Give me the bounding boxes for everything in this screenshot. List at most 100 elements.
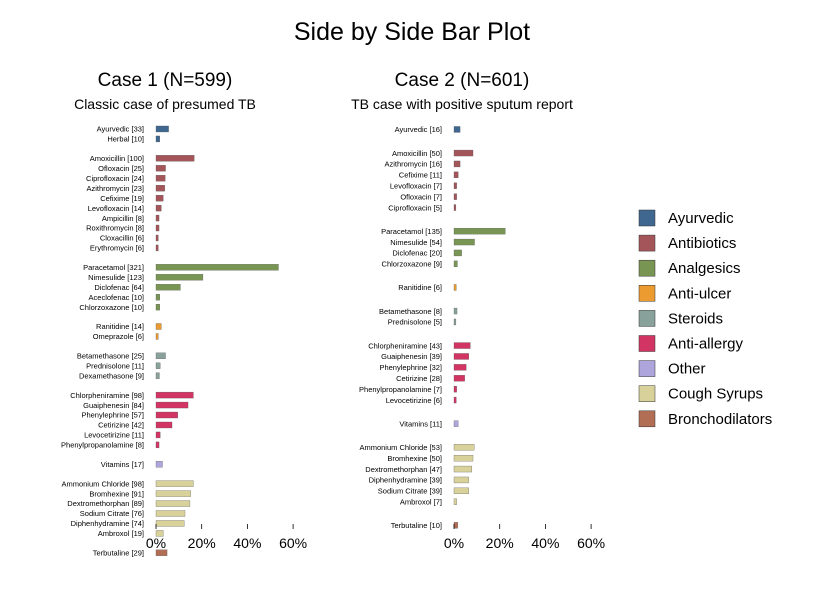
bar — [453, 487, 469, 495]
legend-label: Anti-ulcer — [668, 285, 731, 302]
bar — [155, 155, 195, 162]
bar — [155, 294, 160, 301]
bar — [155, 234, 159, 242]
bar — [453, 171, 459, 179]
legend-label: Anti-allergy — [668, 336, 744, 353]
legend-label: Antibiotics — [668, 235, 736, 252]
bar — [453, 476, 469, 484]
bar — [453, 160, 461, 168]
bar-label: Cefixime [11] — [399, 171, 442, 180]
bar-label: Terbutaline [29] — [93, 548, 144, 557]
x-tick-label: 20% — [188, 535, 216, 551]
bar — [155, 125, 169, 133]
bar — [155, 204, 162, 212]
bar-label: Aceclofenac [10] — [89, 293, 144, 302]
bar — [155, 323, 162, 330]
bar-label: Ofloxacin [25] — [98, 164, 144, 173]
legend-swatch — [638, 385, 656, 402]
legend-swatch — [638, 410, 656, 428]
bar-label: Ambroxol [19] — [98, 529, 144, 538]
bar — [155, 175, 166, 182]
legend-swatch — [638, 360, 656, 377]
bar-label: Phenylpropanolamine [7] — [359, 385, 442, 394]
bar-label: Betamethasone [8] — [379, 307, 442, 316]
bar-label: Ciprofloxacin [24] — [86, 174, 144, 183]
bar — [453, 444, 475, 451]
bar-label: Cloxacillin [6] — [100, 234, 144, 243]
bar — [155, 352, 166, 359]
bar-label: Vitamins [11] — [399, 419, 442, 428]
bar — [155, 214, 160, 222]
bar-label: Guaiphenesin [84] — [83, 401, 144, 410]
legend-label: Steroids — [668, 310, 723, 327]
bar — [453, 126, 461, 133]
bar-label: Terbutaline [10] — [391, 521, 442, 530]
legend-swatch — [638, 310, 656, 327]
x-tick-label: 0% — [146, 535, 166, 551]
chart-panels: Case 1 (N=599) Classic case of presumed T… — [61, 70, 605, 557]
bar-label: Azithromycin [16] — [384, 160, 442, 169]
bar — [155, 274, 204, 281]
bar — [155, 401, 189, 409]
bar — [453, 375, 465, 382]
legend-label: Analgesics — [668, 260, 741, 277]
bar — [453, 284, 457, 291]
bar-label: Phenylephrine [57] — [81, 411, 144, 420]
bar-label: Ayurvedic [33] — [97, 125, 144, 134]
bar — [155, 264, 279, 271]
bar-label: Diclofenac [64] — [94, 283, 144, 292]
bar — [155, 303, 160, 311]
bar-label: Chlorzoxazone [9] — [382, 260, 442, 269]
bar-label: Phenylpropanolamine [8] — [61, 441, 144, 450]
bar-label: Levofloxacin [14] — [88, 204, 144, 213]
x-tick-label: 0% — [444, 535, 464, 551]
bar — [453, 318, 457, 326]
bar-label: Levocetirizine [11] — [84, 431, 144, 440]
bar-label: Roxithromycin [8] — [86, 224, 144, 233]
bar-label: Herbal [10] — [107, 135, 144, 144]
bar — [453, 149, 474, 157]
bar-label: Sodium Citrate [39] — [378, 487, 442, 496]
bar — [155, 244, 159, 252]
bar — [155, 500, 191, 507]
bar — [453, 396, 457, 404]
bar — [155, 284, 181, 291]
bar-label: Ampicillin [8] — [102, 214, 144, 223]
panel-subtitle: Classic case of presumed TB — [74, 96, 256, 112]
bar — [155, 520, 185, 527]
bar — [155, 549, 168, 556]
bar-label: Diphenhydramine [39] — [369, 476, 442, 485]
bar — [155, 530, 164, 537]
bar-label: Diphenhydramine [74] — [71, 519, 144, 528]
bar-label: Chlorpheniramine [98] — [70, 391, 144, 400]
bar — [155, 333, 159, 340]
bar-label: Phenylephrine [32] — [379, 363, 442, 372]
bar-label: Ammonium Chloride [53] — [359, 443, 442, 452]
bar — [155, 224, 160, 232]
bar-label: Ofloxacin [7] — [400, 192, 442, 201]
bar-label: Nimesulide [123] — [88, 273, 144, 282]
legend-swatch — [638, 209, 656, 227]
bar — [453, 342, 471, 349]
x-tick-label: 40% — [233, 535, 261, 551]
panel-2: Case 2 (N=601) TB case with positive sput… — [351, 70, 605, 551]
bar-label: Cefixime [19] — [100, 194, 144, 203]
bar-label: Amoxicillin [100] — [90, 154, 144, 163]
bar-label: Levocetirizine [6] — [386, 396, 442, 405]
x-tick-label: 40% — [531, 535, 559, 551]
bar — [453, 227, 506, 235]
bar — [453, 204, 457, 211]
legend-label: Bronchodilators — [668, 411, 772, 428]
bar — [155, 510, 186, 517]
bar — [155, 391, 194, 399]
bar-label: Levofloxacin [7] — [390, 181, 442, 190]
bar-label: Bromhexine [91] — [89, 489, 144, 498]
chart-legend: Ayurvedic Antibiotics Analgesics Anti-ulcer… — [638, 209, 772, 428]
bar — [453, 498, 457, 505]
bar — [453, 364, 467, 371]
bar — [453, 260, 458, 268]
bar-label: Vitamins [17] — [101, 460, 144, 469]
bar — [453, 522, 458, 529]
bar — [453, 465, 473, 473]
